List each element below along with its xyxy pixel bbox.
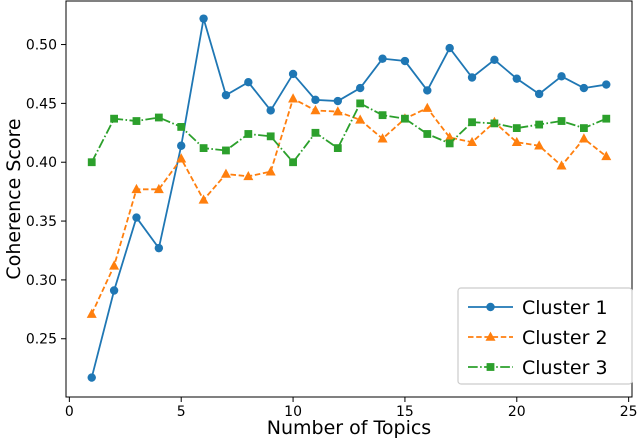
data-point-cluster-3: [445, 139, 454, 148]
data-point-cluster-2: [131, 183, 142, 194]
axis-ticks: 0 5 10 15 20 25 0.25 0.30 0.35 0.40 0.45 0.50: [26, 38, 638, 420]
x-tick-label: 10: [284, 404, 302, 420]
data-point-cluster-1: [355, 83, 365, 93]
data-point-cluster-3: [490, 119, 499, 128]
data-point-cluster-3: [333, 144, 342, 153]
legend-box: [457, 287, 633, 385]
x-tick-label: 0: [65, 404, 74, 420]
data-point-cluster-1: [579, 83, 589, 93]
data-point-cluster-2: [332, 106, 343, 116]
x-tick-label: 20: [508, 404, 526, 420]
data-point-cluster-1: [467, 73, 477, 82]
data-point-cluster-3: [154, 113, 163, 122]
data-point-cluster-2: [578, 133, 589, 143]
data-point-cluster-3: [535, 120, 544, 129]
series-line-cluster-1: [90, 18, 607, 378]
data-point-cluster-2: [444, 132, 455, 142]
data-point-cluster-2: [556, 160, 567, 170]
data-point-cluster-1: [400, 56, 410, 66]
data-point-cluster-2: [534, 140, 545, 150]
data-point-cluster-1: [557, 72, 566, 81]
data-point-cluster-3: [132, 117, 141, 125]
data-point-cluster-1: [378, 54, 387, 63]
data-point-cluster-1: [333, 96, 343, 106]
data-point-cluster-2: [355, 114, 366, 124]
data-point-cluster-3: [602, 114, 611, 123]
data-point-cluster-2: [265, 166, 276, 176]
data-point-cluster-3: [401, 114, 409, 123]
legend-label-cluster-2: Cluster 2: [522, 327, 608, 349]
data-point-cluster-2: [153, 183, 164, 194]
y-tick-label: 0.35: [26, 214, 57, 230]
data-point-cluster-3: [311, 128, 320, 137]
data-point-cluster-3: [580, 124, 588, 132]
y-tick-label: 0.50: [26, 38, 57, 54]
data-point-cluster-3: [222, 146, 230, 155]
data-point-cluster-1: [87, 373, 96, 382]
data-point-cluster-1: [288, 69, 298, 79]
data-point-cluster-3: [177, 123, 186, 131]
data-point-cluster-2: [86, 308, 97, 318]
data-point-cluster-1: [512, 74, 521, 83]
y-tick-label: 0.25: [26, 332, 57, 348]
data-point-cluster-1: [534, 89, 544, 99]
data-point-cluster-2: [467, 136, 478, 147]
data-point-cluster-3: [87, 158, 96, 167]
data-point-cluster-1: [490, 55, 499, 65]
data-point-cluster-3: [378, 111, 387, 120]
data-point-cluster-1: [199, 14, 208, 23]
data-point-cluster-2: [377, 133, 388, 143]
legend-label-cluster-1: Cluster 1: [522, 297, 608, 319]
data-point-cluster-3: [266, 132, 275, 141]
x-tick-label: 25: [620, 404, 638, 420]
data-point-cluster-1: [266, 106, 275, 115]
data-point-cluster-2: [176, 153, 187, 163]
x-axis-label: Number of Topics: [267, 417, 431, 439]
data-point-cluster-2: [198, 194, 209, 204]
data-point-cluster-2: [220, 168, 231, 178]
y-tick-label: 0.45: [26, 96, 57, 112]
data-point-cluster-1: [109, 286, 119, 295]
data-point-cluster-3: [557, 117, 566, 125]
data-point-cluster-1: [154, 243, 164, 253]
data-point-cluster-3: [244, 130, 253, 138]
legend: Cluster 1 Cluster 2 Cluster 3: [457, 287, 633, 385]
legend-label-cluster-3: Cluster 3: [522, 357, 608, 379]
series-line-cluster-2: [90, 97, 607, 315]
data-point-cluster-3: [110, 114, 118, 123]
data-point-cluster-1: [311, 95, 320, 105]
data-series: [86, 14, 612, 382]
data-point-cluster-3: [468, 118, 476, 127]
data-point-cluster-2: [109, 260, 120, 270]
data-point-cluster-1: [423, 86, 432, 95]
data-point-cluster-2: [511, 136, 522, 147]
legend-marker-cluster-2: [485, 331, 496, 341]
data-point-cluster-1: [445, 43, 454, 53]
data-point-cluster-2: [422, 102, 433, 112]
data-point-cluster-2: [601, 150, 612, 161]
data-point-cluster-3: [423, 130, 432, 138]
data-point-cluster-1: [244, 78, 253, 87]
y-tick-label: 0.30: [26, 273, 57, 289]
data-point-cluster-2: [310, 105, 321, 115]
data-point-cluster-1: [132, 213, 141, 222]
data-point-cluster-3: [199, 144, 208, 153]
data-point-cluster-3: [289, 158, 297, 167]
data-point-cluster-2: [288, 93, 299, 103]
data-point-cluster-3: [512, 124, 521, 132]
legend-marker-cluster-3: [486, 363, 495, 371]
y-axis-label: Coherence Score: [3, 118, 25, 279]
data-point-cluster-3: [356, 99, 365, 108]
x-tick-label: 15: [396, 404, 414, 420]
y-tick-label: 0.40: [26, 155, 57, 171]
data-point-cluster-1: [221, 90, 231, 100]
legend-marker-cluster-1: [486, 302, 495, 312]
data-point-cluster-1: [602, 80, 611, 89]
x-tick-label: 5: [177, 404, 186, 420]
data-point-cluster-2: [243, 170, 254, 181]
data-point-cluster-1: [177, 141, 186, 150]
